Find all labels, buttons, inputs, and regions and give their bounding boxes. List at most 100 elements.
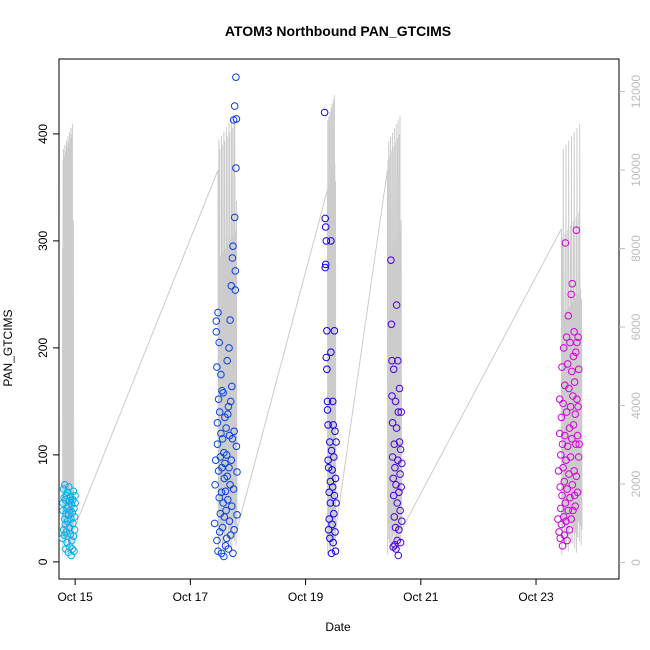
data-point: [323, 397, 332, 406]
data-point: [222, 506, 230, 515]
data-point: [395, 438, 404, 446]
data-point: [331, 427, 339, 436]
data-point: [396, 538, 405, 547]
data-point: [394, 408, 403, 416]
data-point: [328, 483, 337, 491]
data-point: [572, 472, 581, 481]
data-point: [330, 509, 338, 518]
data-point: [328, 520, 336, 529]
data-point: [229, 485, 238, 493]
data-point: [565, 384, 573, 393]
data-point: [218, 523, 227, 532]
data-point: [71, 491, 79, 500]
data-point: [397, 408, 406, 416]
data-point: [331, 528, 339, 536]
data-point: [214, 395, 223, 404]
data-point: [225, 344, 233, 352]
data-point: [221, 459, 229, 468]
data-point: [564, 312, 573, 320]
data-point: [390, 513, 399, 521]
data-point: [391, 463, 399, 472]
data-point: [232, 115, 241, 123]
data-point: [558, 363, 566, 371]
data-point: [224, 496, 232, 504]
data-point: [228, 435, 237, 443]
data-point: [574, 365, 583, 374]
x-tick-label: Oct 21: [403, 590, 439, 604]
data-point: [70, 513, 79, 521]
data-point: [392, 424, 401, 432]
altitude-line-layer: [62, 95, 583, 555]
data-point: [569, 506, 577, 515]
data-point: [387, 256, 395, 265]
chart-title: ATOM3 Northbound PAN_GTCIMS: [225, 23, 451, 39]
data-point: [561, 499, 570, 507]
data-point: [568, 279, 577, 288]
data-point: [327, 237, 335, 245]
data-point: [559, 399, 567, 408]
data-point: [566, 493, 574, 502]
data-point: [388, 419, 397, 427]
data-point: [218, 435, 227, 443]
data-point: [213, 536, 221, 545]
data-point: [226, 397, 235, 406]
data-point: [227, 282, 236, 290]
data-point: [224, 410, 232, 419]
y-tick-label: 400: [36, 124, 50, 144]
data-point: [574, 333, 582, 342]
data-point: [227, 456, 236, 465]
y-tick-label: 100: [36, 445, 50, 465]
y-tick-label: 0: [36, 558, 50, 565]
data-point: [217, 429, 225, 438]
data-point: [67, 536, 76, 545]
data-point: [65, 483, 73, 491]
data-point: [388, 392, 396, 400]
data-point: [70, 504, 78, 513]
data-point: [573, 395, 581, 404]
right-y-tick-label: 12000: [629, 75, 643, 109]
data-point: [322, 353, 331, 362]
data-points-layer: [58, 73, 584, 561]
data-point: [70, 547, 78, 556]
right-y-tick-label: 4000: [629, 392, 643, 419]
right-y-tick-label: 8000: [629, 235, 643, 262]
data-point: [71, 499, 79, 507]
data-point: [212, 317, 221, 325]
data-point: [570, 378, 579, 386]
data-point: [232, 442, 241, 451]
data-point: [228, 254, 237, 262]
data-point: [210, 519, 219, 528]
data-point: [225, 517, 234, 526]
plot-frame: [58, 58, 620, 580]
data-point: [574, 453, 583, 461]
data-point: [564, 506, 573, 515]
data-point: [573, 488, 582, 497]
data-point: [213, 363, 221, 371]
data-point: [219, 389, 227, 397]
y-tick-label: 300: [36, 231, 50, 251]
data-point: [331, 547, 340, 556]
data-point: [232, 73, 240, 81]
data-point: [571, 502, 580, 511]
data-point: [228, 382, 236, 391]
right-y-tick-label: 0: [629, 559, 643, 566]
right-y-tick-label: 6000: [629, 313, 643, 340]
data-point: [61, 481, 69, 489]
data-point: [224, 545, 233, 553]
data-point: [217, 488, 226, 497]
data-point: [328, 466, 336, 474]
data-point: [233, 468, 241, 476]
data-point: [332, 499, 340, 507]
right-y-tick-label: 2000: [629, 470, 643, 497]
data-point: [391, 397, 400, 406]
data-point: [70, 526, 79, 534]
data-point: [228, 502, 236, 511]
data-point: [222, 424, 230, 432]
data-point: [321, 214, 330, 223]
data-point: [573, 338, 581, 347]
data-point: [570, 328, 578, 336]
data-point: [215, 408, 224, 416]
data-point: [321, 263, 330, 272]
data-point: [396, 506, 404, 515]
x-tick-label: Oct 15: [57, 590, 93, 604]
